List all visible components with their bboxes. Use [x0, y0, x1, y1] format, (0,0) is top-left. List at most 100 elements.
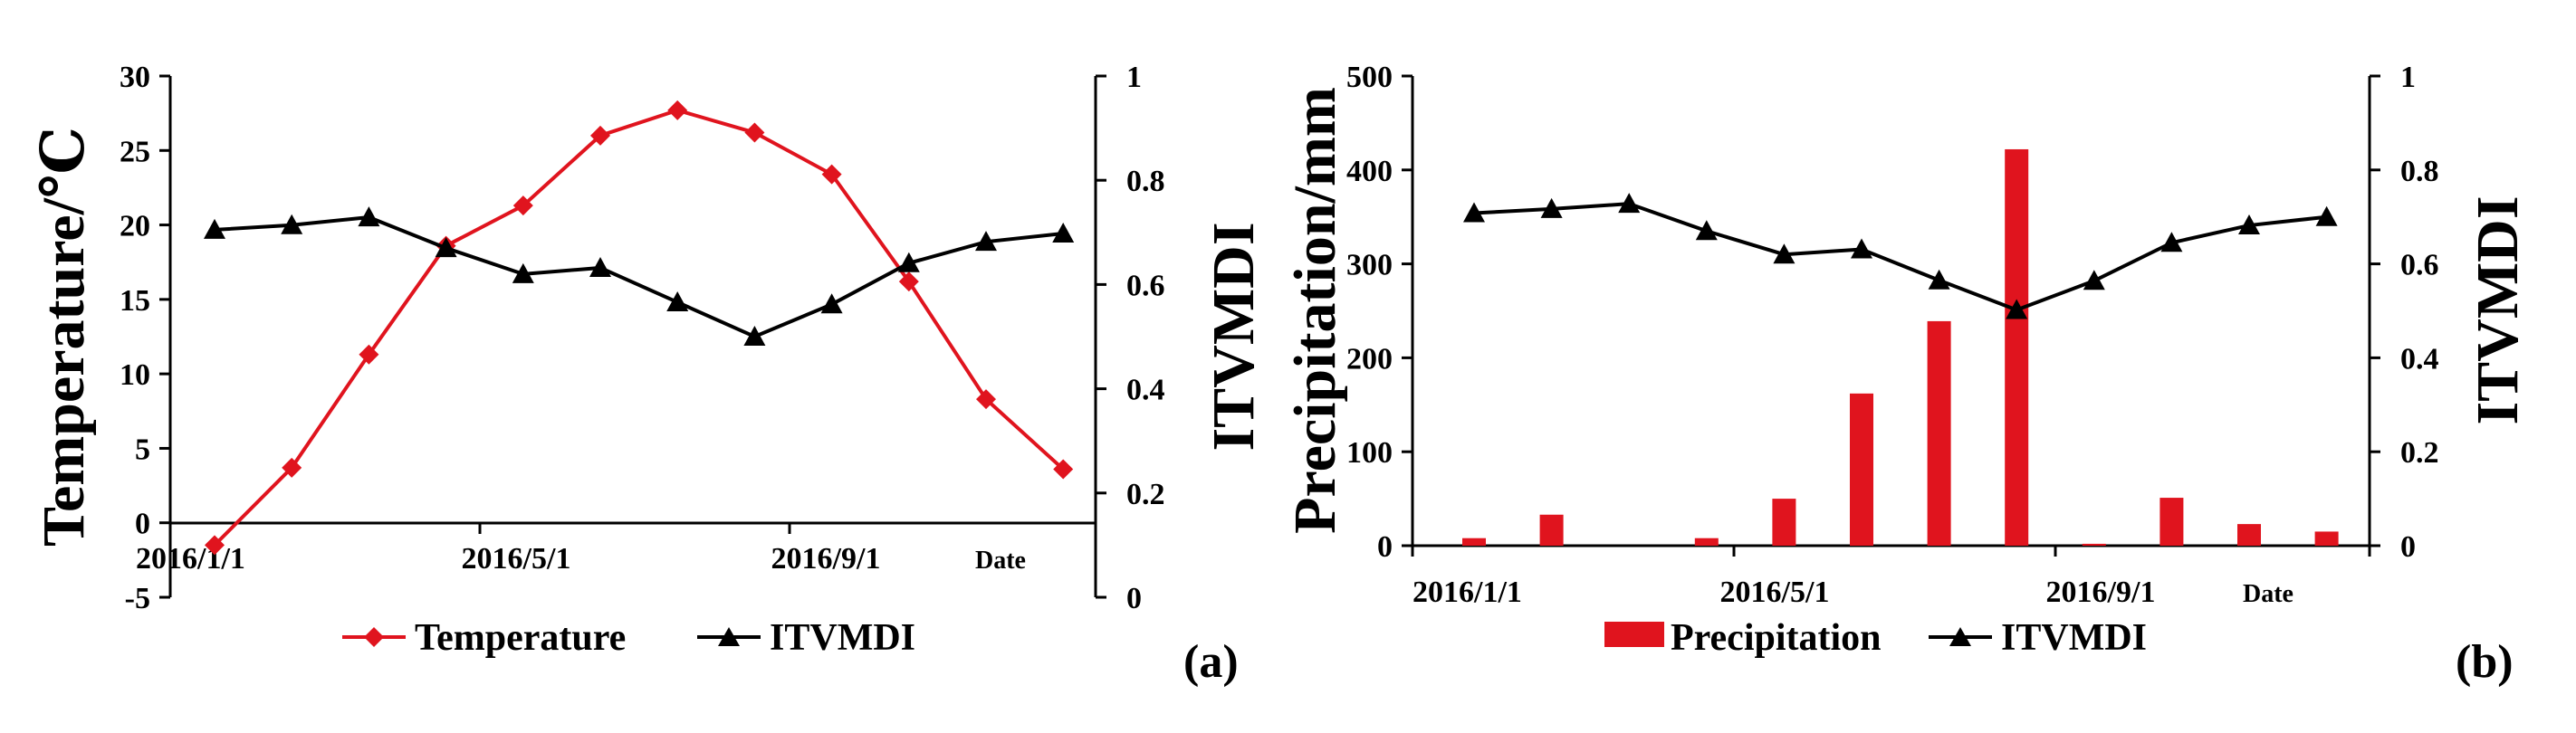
left-tick-label: 10	[120, 358, 150, 392]
right-tick-label: 0.8	[2400, 155, 2439, 188]
itvmdi-line	[214, 215, 1064, 339]
panel-a-left-axis-title: Temperature/℃	[31, 127, 97, 547]
itvmdi-point	[975, 231, 997, 252]
left-tick-label: 5	[135, 433, 150, 466]
panel-b-label: (b)	[2456, 636, 2514, 688]
right-tick-label: 0.8	[1126, 165, 1165, 198]
precipitation-bar	[1772, 499, 1796, 546]
precipitation-bar	[2082, 543, 2106, 546]
left-tick-label: 500	[1346, 61, 1393, 94]
right-tick-label: 0.2	[2400, 436, 2439, 470]
itvmdi-point	[2238, 214, 2260, 235]
panel-b-right-ticks: 0 0.2 0.4 0.6 0.8 1	[2370, 61, 2439, 564]
right-tick-label: 1	[2400, 61, 2416, 94]
panel-a-right-axis-title: ITVMDI	[1201, 222, 1267, 451]
itvmdi-point	[2006, 299, 2028, 319]
panel-a-x-tick-label: 2016/9/1	[771, 542, 881, 576]
itvmdi-point	[820, 293, 843, 314]
panel-b-left-axis-title: Precipitation/mm	[1282, 87, 1348, 534]
right-tick-label: 0.6	[1126, 269, 1165, 302]
panel-a-x-ticks	[168, 523, 1097, 534]
left-tick-label: 25	[120, 135, 150, 168]
precipitation-bar	[1462, 538, 1486, 546]
panel-b-right-axis-title: ITVMDI	[2465, 195, 2531, 424]
precipitation-bar	[1927, 320, 1951, 546]
legend-label-temperature: Temperature	[415, 617, 626, 659]
temperature-point	[590, 125, 610, 146]
legend-triangle-marker	[718, 627, 740, 646]
panel-a-series	[204, 100, 1075, 556]
itvmdi-point	[358, 206, 380, 227]
itvmdi-point	[281, 214, 303, 234]
panel-a-right-ticks: 0 0.2 0.4 0.6 0.8 1	[1096, 61, 1165, 615]
itvmdi-point	[512, 262, 534, 283]
panel-b-legend: Precipitation ITVMDI	[1604, 617, 2147, 659]
panel-b-date-label: Date	[2243, 580, 2294, 608]
panel-a-legend: Temperature ITVMDI	[342, 617, 915, 659]
itvmdi-line	[1473, 202, 2327, 312]
left-tick-label: 15	[120, 284, 150, 318]
itvmdi-point	[1695, 220, 1718, 241]
right-tick-label: 0.6	[2400, 249, 2439, 282]
itvmdi-point	[1463, 202, 1485, 223]
temperature-point	[821, 164, 842, 185]
panel-b-bars	[1462, 148, 2339, 547]
itvmdi-point	[589, 256, 611, 277]
legend-precipitation-swatch	[1604, 622, 1664, 647]
temperature-point	[744, 122, 765, 143]
itvmdi-point	[1773, 243, 1796, 264]
itvmdi-point	[435, 237, 457, 258]
left-tick-label: 30	[120, 61, 150, 94]
legend-item-temperature: Temperature	[342, 617, 626, 659]
panel-a-temperature-itvmdi: -5 0 5 10 15 20 25 30 0 0.2 0.4 0.6 0.8 1 2016/1/1 2…	[31, 61, 1267, 688]
left-tick-label: 200	[1346, 342, 1393, 376]
left-tick-label: 0	[135, 508, 150, 541]
itvmdi-point	[1540, 197, 1563, 218]
precipitation-bar	[2159, 498, 2184, 546]
panel-b-x-tick-label: 2016/9/1	[2046, 576, 2156, 609]
left-tick-label: 300	[1346, 249, 1393, 282]
right-tick-label: 0.4	[1126, 374, 1165, 407]
itvmdi-point	[2160, 232, 2183, 252]
left-tick-label: 20	[120, 210, 150, 243]
series-itvmdi	[204, 206, 1075, 346]
itvmdi-point	[897, 252, 920, 272]
panel-a-left-ticks: -5 0 5 10 15 20 25 30	[120, 61, 170, 615]
legend-diamond-marker	[364, 627, 384, 647]
temperature-point	[512, 195, 533, 216]
panel-a-label: (a)	[1183, 636, 1239, 688]
legend-label-itvmdi: ITVMDI	[2001, 617, 2147, 659]
temperature-point	[898, 271, 919, 292]
itvmdi-point	[1851, 238, 1872, 259]
series-itvmdi	[1463, 193, 2338, 319]
legend-label-itvmdi: ITVMDI	[770, 617, 915, 659]
right-tick-label: 0	[1126, 582, 1142, 615]
precipitation-bar	[1539, 514, 1564, 546]
right-tick-label: 0.4	[2400, 342, 2439, 376]
itvmdi-point	[666, 290, 689, 311]
panel-b-x-tick-label: 2016/1/1	[1412, 576, 1522, 609]
panel-b-x-tick-label: 2016/5/1	[1720, 576, 1830, 609]
precipitation-bar	[1850, 393, 1873, 546]
itvmdi-point	[1618, 193, 1641, 214]
itvmdi-point	[1928, 269, 1950, 290]
itvmdi-point	[204, 218, 225, 239]
temperature-line	[213, 108, 1065, 547]
temperature-point	[667, 100, 688, 120]
left-tick-label: 400	[1346, 155, 1393, 188]
itvmdi-point	[2083, 270, 2105, 290]
left-tick-label: 100	[1346, 436, 1393, 470]
temperature-point	[1053, 459, 1074, 480]
precipitation-bar	[1694, 538, 1719, 546]
temperature-point	[205, 535, 225, 556]
itvmdi-point	[1052, 222, 1075, 243]
panel-a-date-label: Date	[975, 547, 1026, 575]
panel-a-x-tick-label: 2016/5/1	[462, 542, 571, 576]
legend-triangle-marker	[1949, 627, 1971, 646]
legend-item-itvmdi: ITVMDI	[697, 617, 915, 659]
precipitation-bar	[2005, 148, 2029, 547]
temperature-point	[282, 457, 302, 478]
legend-item-itvmdi: ITVMDI	[1929, 617, 2147, 659]
precipitation-bar	[2314, 531, 2339, 546]
panel-b-precipitation-itvmdi: 0 100 200 300 400 500 0 0.2 0.4 0.6 0.8 1 2016/1/1…	[1282, 61, 2531, 688]
